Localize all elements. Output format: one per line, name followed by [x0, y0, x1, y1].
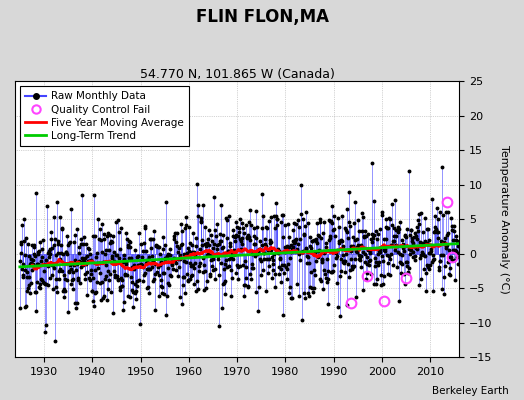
Y-axis label: Temperature Anomaly (°C): Temperature Anomaly (°C) [499, 145, 509, 294]
Text: Berkeley Earth: Berkeley Earth [432, 386, 508, 396]
Legend: Raw Monthly Data, Quality Control Fail, Five Year Moving Average, Long-Term Tren: Raw Monthly Data, Quality Control Fail, … [20, 86, 189, 146]
Text: FLIN FLON,MA: FLIN FLON,MA [195, 8, 329, 26]
Title: 54.770 N, 101.865 W (Canada): 54.770 N, 101.865 W (Canada) [140, 68, 334, 81]
